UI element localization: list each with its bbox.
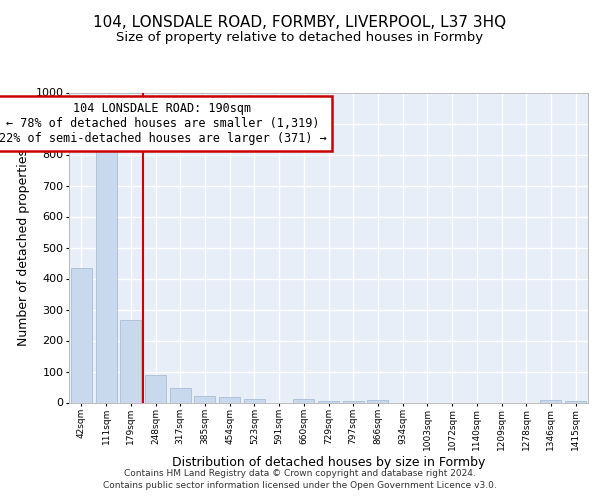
- Bar: [293, 400, 314, 402]
- Text: 104, LONSDALE ROAD, FORMBY, LIVERPOOL, L37 3HQ: 104, LONSDALE ROAD, FORMBY, LIVERPOOL, L…: [94, 15, 506, 30]
- X-axis label: Distribution of detached houses by size in Formby: Distribution of detached houses by size …: [172, 456, 485, 468]
- Text: Contains HM Land Registry data © Crown copyright and database right 2024.: Contains HM Land Registry data © Crown c…: [124, 470, 476, 478]
- Bar: [367, 400, 388, 402]
- Y-axis label: Number of detached properties: Number of detached properties: [17, 149, 30, 346]
- Bar: [565, 401, 586, 402]
- Bar: [541, 400, 562, 402]
- Bar: [219, 397, 240, 402]
- Text: Size of property relative to detached houses in Formby: Size of property relative to detached ho…: [116, 31, 484, 44]
- Bar: [95, 148, 116, 402]
- Bar: [120, 320, 141, 402]
- Bar: [318, 401, 339, 402]
- Text: 104 LONSDALE ROAD: 190sqm
← 78% of detached houses are smaller (1,319)
22% of se: 104 LONSDALE ROAD: 190sqm ← 78% of detac…: [0, 102, 326, 145]
- Bar: [343, 401, 364, 402]
- Bar: [170, 388, 191, 402]
- Bar: [71, 268, 92, 402]
- Bar: [194, 396, 215, 402]
- Bar: [145, 374, 166, 402]
- Text: Contains public sector information licensed under the Open Government Licence v3: Contains public sector information licen…: [103, 480, 497, 490]
- Bar: [244, 400, 265, 402]
